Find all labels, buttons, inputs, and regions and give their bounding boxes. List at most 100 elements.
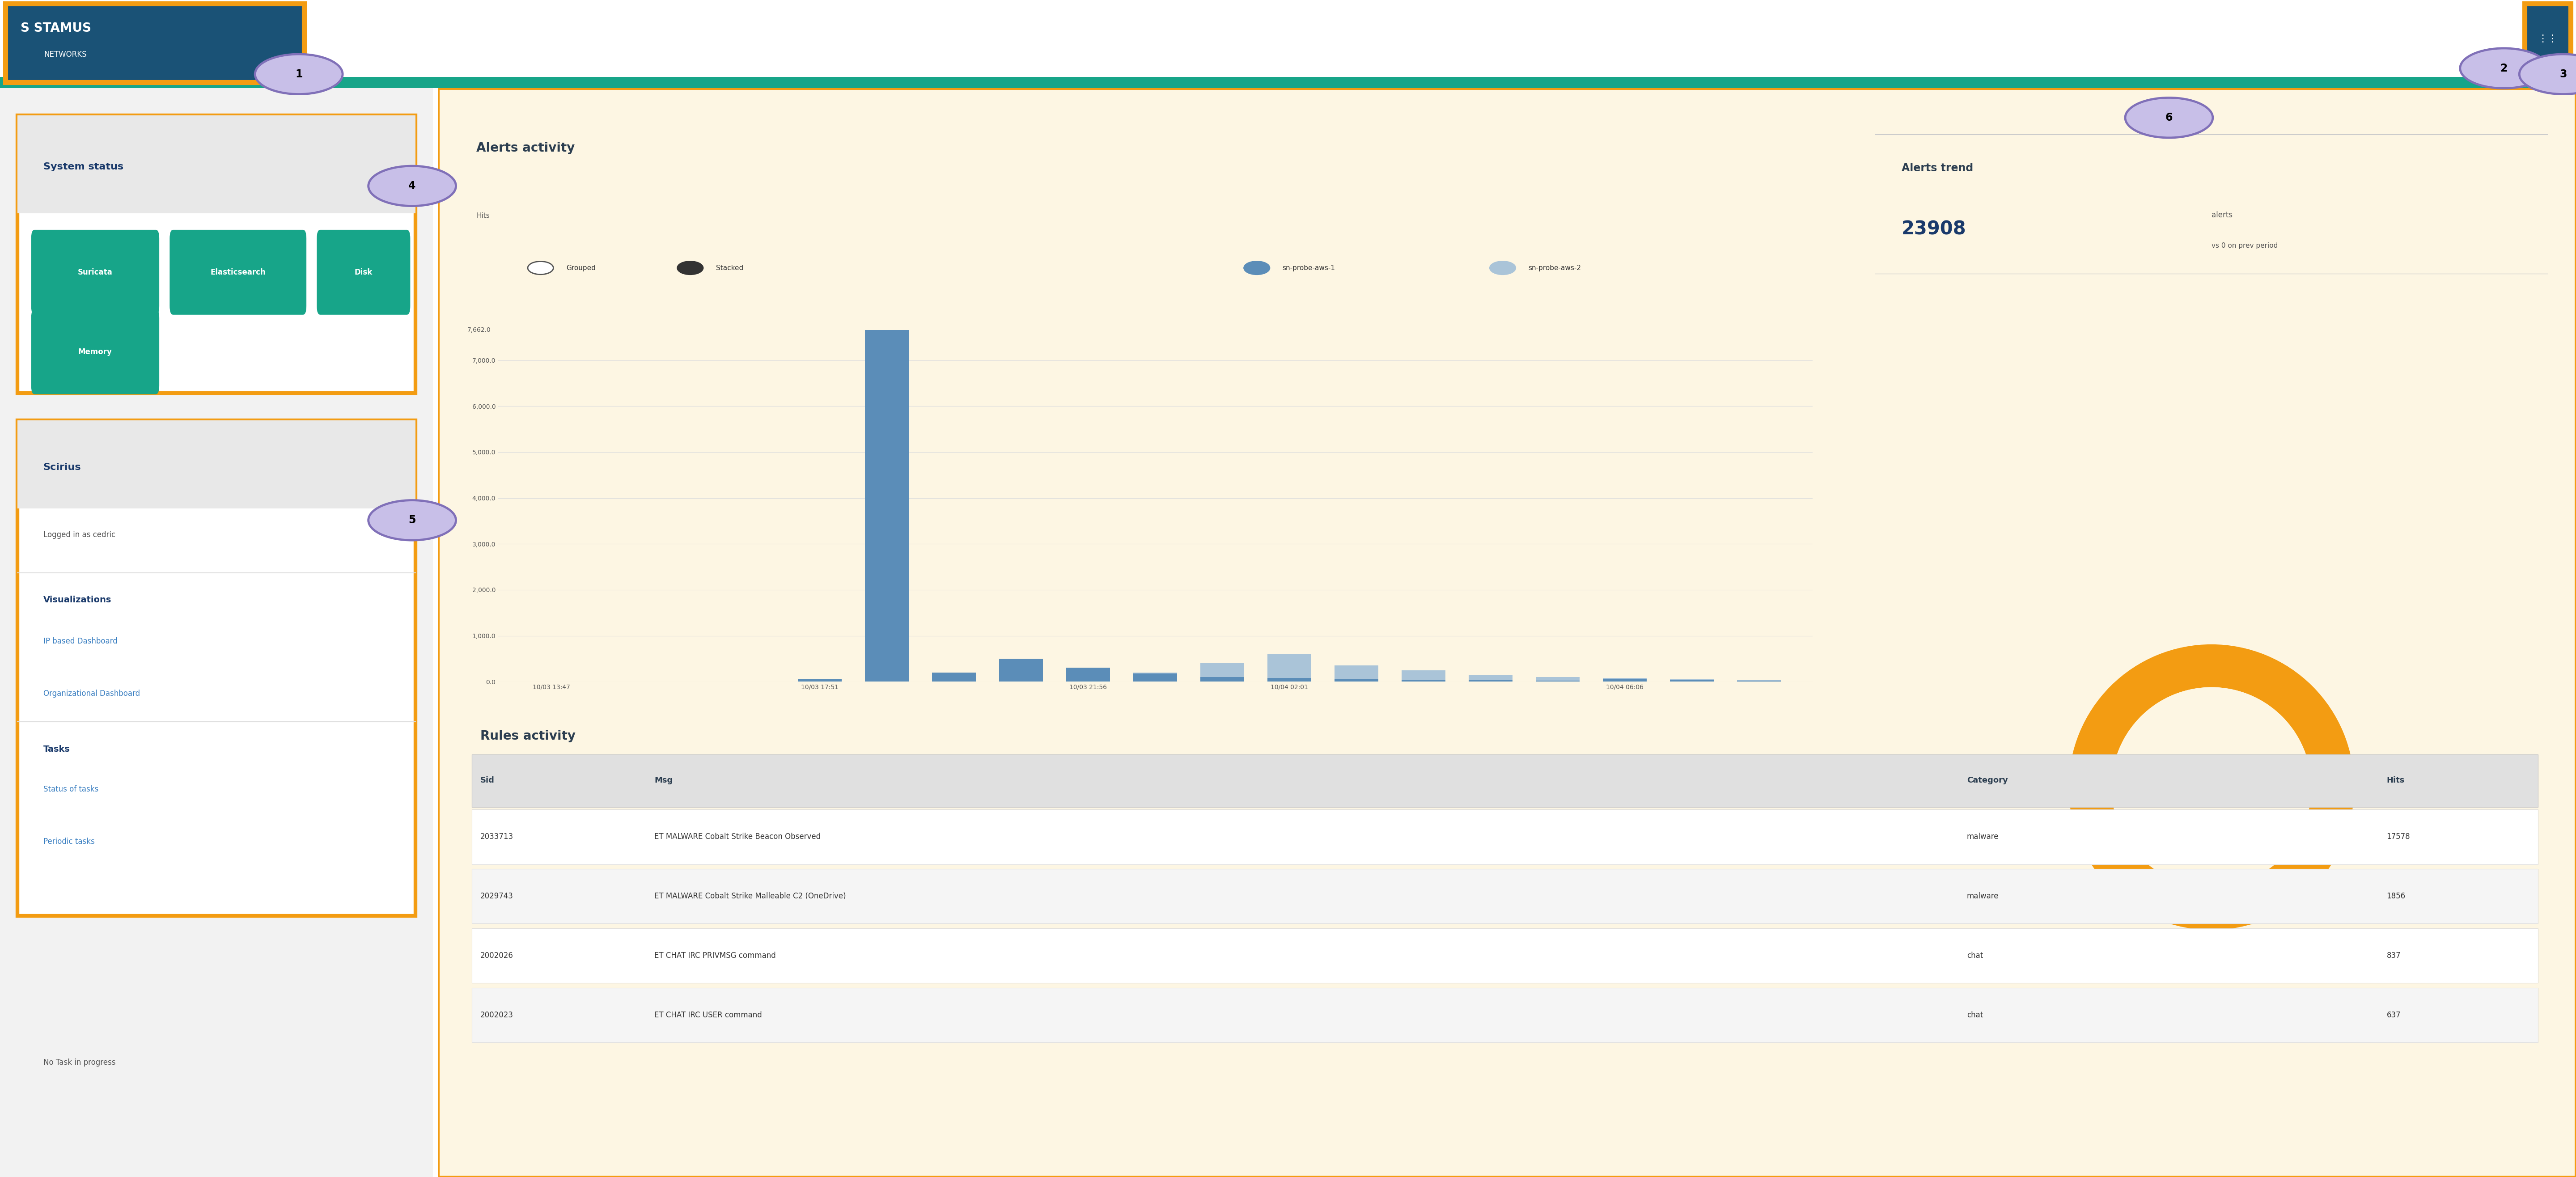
Text: Alerts trend: Alerts trend: [1901, 162, 1973, 173]
Text: Periodic tasks: Periodic tasks: [44, 838, 95, 846]
Text: ET MALWARE Cobalt Strike Malleable C2 (OneDrive): ET MALWARE Cobalt Strike Malleable C2 (O…: [654, 892, 845, 900]
Bar: [1334, 665, 1378, 681]
Text: Suricata: Suricata: [77, 268, 113, 277]
Circle shape: [2460, 48, 2548, 88]
Text: Logged in as cedric: Logged in as cedric: [44, 531, 116, 539]
Text: Visualizations: Visualizations: [44, 596, 111, 604]
Text: ⊞ Rulesets: ⊞ Rulesets: [1206, 35, 1249, 42]
Text: 17578: 17578: [2385, 833, 2411, 840]
Wedge shape: [2069, 644, 2354, 930]
Bar: [1736, 680, 1780, 681]
FancyBboxPatch shape: [31, 230, 160, 314]
Text: Scirius: Scirius: [44, 463, 80, 472]
Text: Sid: Sid: [479, 777, 495, 785]
Text: 23908: 23908: [1901, 220, 1965, 239]
FancyBboxPatch shape: [471, 754, 2537, 807]
Text: 1856: 1856: [2385, 892, 2406, 900]
Bar: [1133, 672, 1177, 681]
Text: 🔍: 🔍: [2061, 35, 2066, 42]
Bar: [866, 330, 909, 681]
FancyBboxPatch shape: [471, 988, 2537, 1043]
Bar: [1200, 664, 1244, 681]
Text: S STAMUS: S STAMUS: [21, 22, 90, 34]
Bar: [1133, 673, 1177, 681]
Circle shape: [368, 500, 456, 540]
FancyBboxPatch shape: [170, 230, 307, 314]
Text: malware: malware: [1965, 892, 1999, 900]
Text: Grouped: Grouped: [567, 265, 595, 271]
Circle shape: [2519, 54, 2576, 94]
Bar: [1267, 654, 1311, 681]
Text: 637: 637: [2385, 1011, 2401, 1019]
Bar: [999, 659, 1043, 681]
FancyBboxPatch shape: [0, 77, 2576, 88]
FancyBboxPatch shape: [5, 4, 304, 82]
Bar: [1401, 680, 1445, 681]
Text: Hits: Hits: [477, 212, 489, 219]
Bar: [1468, 680, 1512, 681]
Text: 6: 6: [2166, 112, 2172, 124]
Text: Alerts activity: Alerts activity: [477, 142, 574, 154]
Bar: [1669, 680, 1713, 681]
Text: Organizational Dashboard: Organizational Dashboard: [44, 690, 139, 698]
Bar: [1468, 674, 1512, 681]
Bar: [1602, 678, 1646, 681]
FancyBboxPatch shape: [18, 115, 415, 393]
Text: 4: 4: [410, 180, 415, 192]
Bar: [1535, 677, 1579, 681]
Text: 7,662.0: 7,662.0: [466, 327, 492, 333]
FancyBboxPatch shape: [471, 929, 2537, 983]
Circle shape: [1244, 261, 1270, 274]
Text: System status: System status: [44, 162, 124, 171]
Circle shape: [2125, 98, 2213, 138]
Bar: [1602, 679, 1646, 681]
Text: ⋮⋮: ⋮⋮: [2537, 34, 2558, 44]
Circle shape: [528, 261, 554, 274]
Text: ↗ RYOD: ↗ RYOD: [1628, 35, 1659, 42]
Text: alerts: alerts: [2210, 211, 2233, 219]
Text: 5: 5: [410, 514, 415, 526]
Text: IP based Dashboard: IP based Dashboard: [44, 637, 118, 645]
Text: 2029743: 2029743: [479, 892, 513, 900]
FancyBboxPatch shape: [2524, 4, 2571, 82]
FancyBboxPatch shape: [18, 420, 415, 916]
Text: Scirius Probe Management: Scirius Probe Management: [343, 29, 587, 45]
Circle shape: [255, 54, 343, 94]
Bar: [1066, 667, 1110, 681]
Bar: [1334, 679, 1378, 681]
Text: Tasks: Tasks: [44, 745, 70, 753]
Text: ET CHAT IRC USER command: ET CHAT IRC USER command: [654, 1011, 762, 1019]
FancyBboxPatch shape: [18, 420, 415, 508]
Text: 2033713: 2033713: [479, 833, 513, 840]
Text: 1: 1: [296, 68, 301, 80]
Text: ET CHAT IRC PRIVMSG command: ET CHAT IRC PRIVMSG command: [654, 952, 775, 959]
Text: trend: trend: [2197, 829, 2226, 837]
Bar: [1200, 677, 1244, 681]
Circle shape: [2112, 687, 2311, 887]
Bar: [866, 677, 909, 681]
Text: Disk: Disk: [355, 268, 374, 277]
Text: Elasticsearch: Elasticsearch: [211, 268, 265, 277]
Text: Category: Category: [1965, 777, 2007, 785]
Bar: [1066, 678, 1110, 681]
FancyBboxPatch shape: [317, 230, 410, 314]
Bar: [799, 679, 842, 681]
Bar: [933, 672, 976, 681]
Bar: [1401, 670, 1445, 681]
Bar: [999, 679, 1043, 681]
Text: ■ cedric: ■ cedric: [2416, 35, 2450, 42]
Bar: [1267, 678, 1311, 681]
Text: ⌂ Home: ⌂ Home: [922, 35, 953, 42]
FancyBboxPatch shape: [18, 115, 415, 213]
Text: chat: chat: [1965, 952, 1984, 959]
Text: ⏱ last 24h ∨: ⏱ last 24h ∨: [2125, 35, 2174, 42]
Text: Hits: Hits: [2385, 777, 2406, 785]
Text: Msg: Msg: [654, 777, 672, 785]
Text: ET MALWARE Cobalt Strike Beacon Observed: ET MALWARE Cobalt Strike Beacon Observed: [654, 833, 822, 840]
Text: Status of tasks: Status of tasks: [44, 785, 98, 793]
Text: vs 0 on prev period: vs 0 on prev period: [2210, 242, 2277, 250]
FancyBboxPatch shape: [471, 869, 2537, 924]
Text: Memory: Memory: [77, 347, 113, 355]
Text: ⊕ Appliances: ⊕ Appliances: [1350, 35, 1404, 42]
Text: ◈ Sources: ◈ Sources: [1069, 35, 1110, 42]
